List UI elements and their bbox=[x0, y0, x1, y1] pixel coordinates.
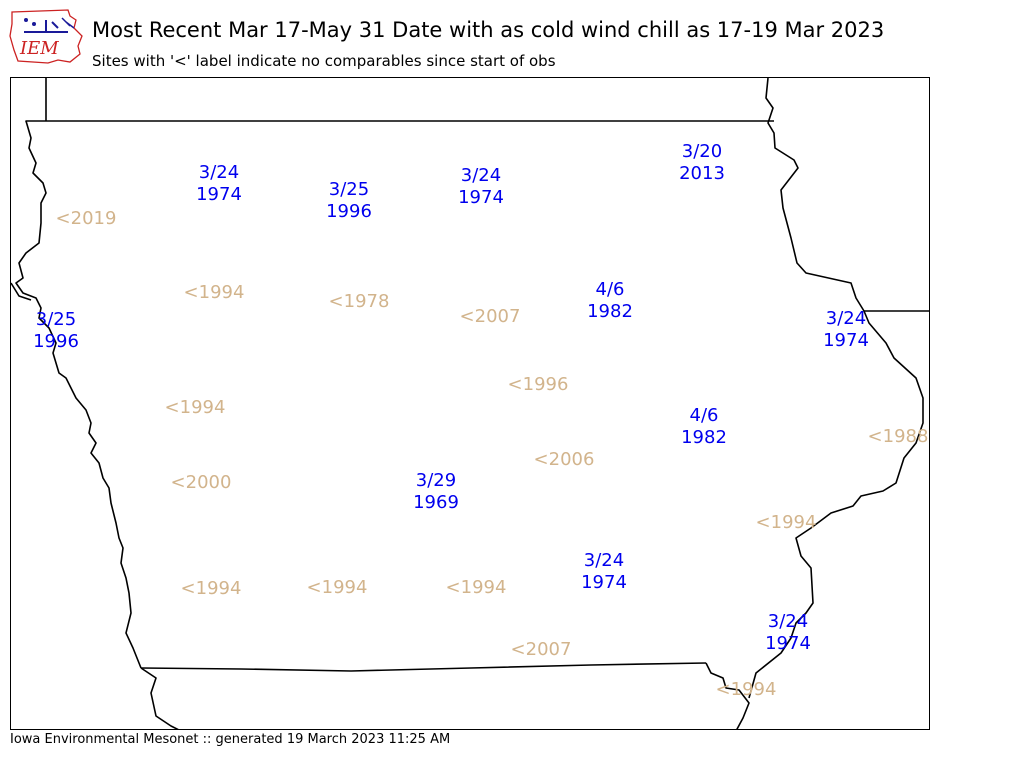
station-label: 3/29 1969 bbox=[413, 470, 459, 513]
station-label: 4/6 1982 bbox=[681, 405, 727, 448]
station-label: 3/25 1996 bbox=[326, 179, 372, 222]
map-title: Most Recent Mar 17-May 31 Date with as c… bbox=[92, 18, 885, 42]
station-label: <1994 bbox=[445, 577, 507, 598]
station-label: <1994 bbox=[755, 512, 817, 533]
station-label: <1994 bbox=[715, 679, 777, 700]
iowa-boundary-map bbox=[11, 78, 929, 729]
station-label: 3/24 1974 bbox=[458, 165, 504, 208]
southeast-border bbox=[705, 662, 750, 729]
station-label: <1988 bbox=[867, 426, 929, 447]
station-label: 3/24 1974 bbox=[581, 550, 627, 593]
station-label: <1994 bbox=[180, 578, 242, 599]
iem-logo: IEM bbox=[8, 6, 84, 64]
map-frame: 3/24 1974 3/25 1996 3/24 1974 3/20 2013 <201… bbox=[10, 77, 930, 730]
east-border bbox=[748, 310, 924, 699]
station-label: <2006 bbox=[533, 449, 595, 470]
station-label: 3/24 1974 bbox=[823, 308, 869, 351]
station-label: <2007 bbox=[459, 306, 521, 327]
station-label: 3/24 1974 bbox=[765, 611, 811, 654]
station-label: <1994 bbox=[183, 282, 245, 303]
south-border bbox=[140, 662, 707, 672]
station-label: 3/20 2013 bbox=[679, 141, 725, 184]
station-label: <2007 bbox=[510, 639, 572, 660]
station-label: 4/6 1982 bbox=[587, 279, 633, 322]
station-label: 3/24 1974 bbox=[196, 162, 242, 205]
footer-credit: Iowa Environmental Mesonet :: generated … bbox=[10, 732, 451, 747]
station-label: 3/25 1996 bbox=[33, 309, 79, 352]
station-label: <2019 bbox=[55, 208, 117, 229]
map-subtitle: Sites with '<' label indicate no compara… bbox=[92, 52, 556, 70]
station-label: <1994 bbox=[164, 397, 226, 418]
north-border bbox=[25, 78, 774, 122]
station-label: <1978 bbox=[328, 291, 390, 312]
mn-wi-border bbox=[765, 78, 865, 312]
station-label: <1996 bbox=[507, 374, 569, 395]
station-label: <1994 bbox=[306, 577, 368, 598]
west-stub bbox=[11, 282, 32, 301]
station-label: <2000 bbox=[170, 472, 232, 493]
sw-missouri-line bbox=[140, 667, 179, 729]
logo-text: IEM bbox=[19, 38, 59, 59]
west-border bbox=[15, 120, 142, 669]
